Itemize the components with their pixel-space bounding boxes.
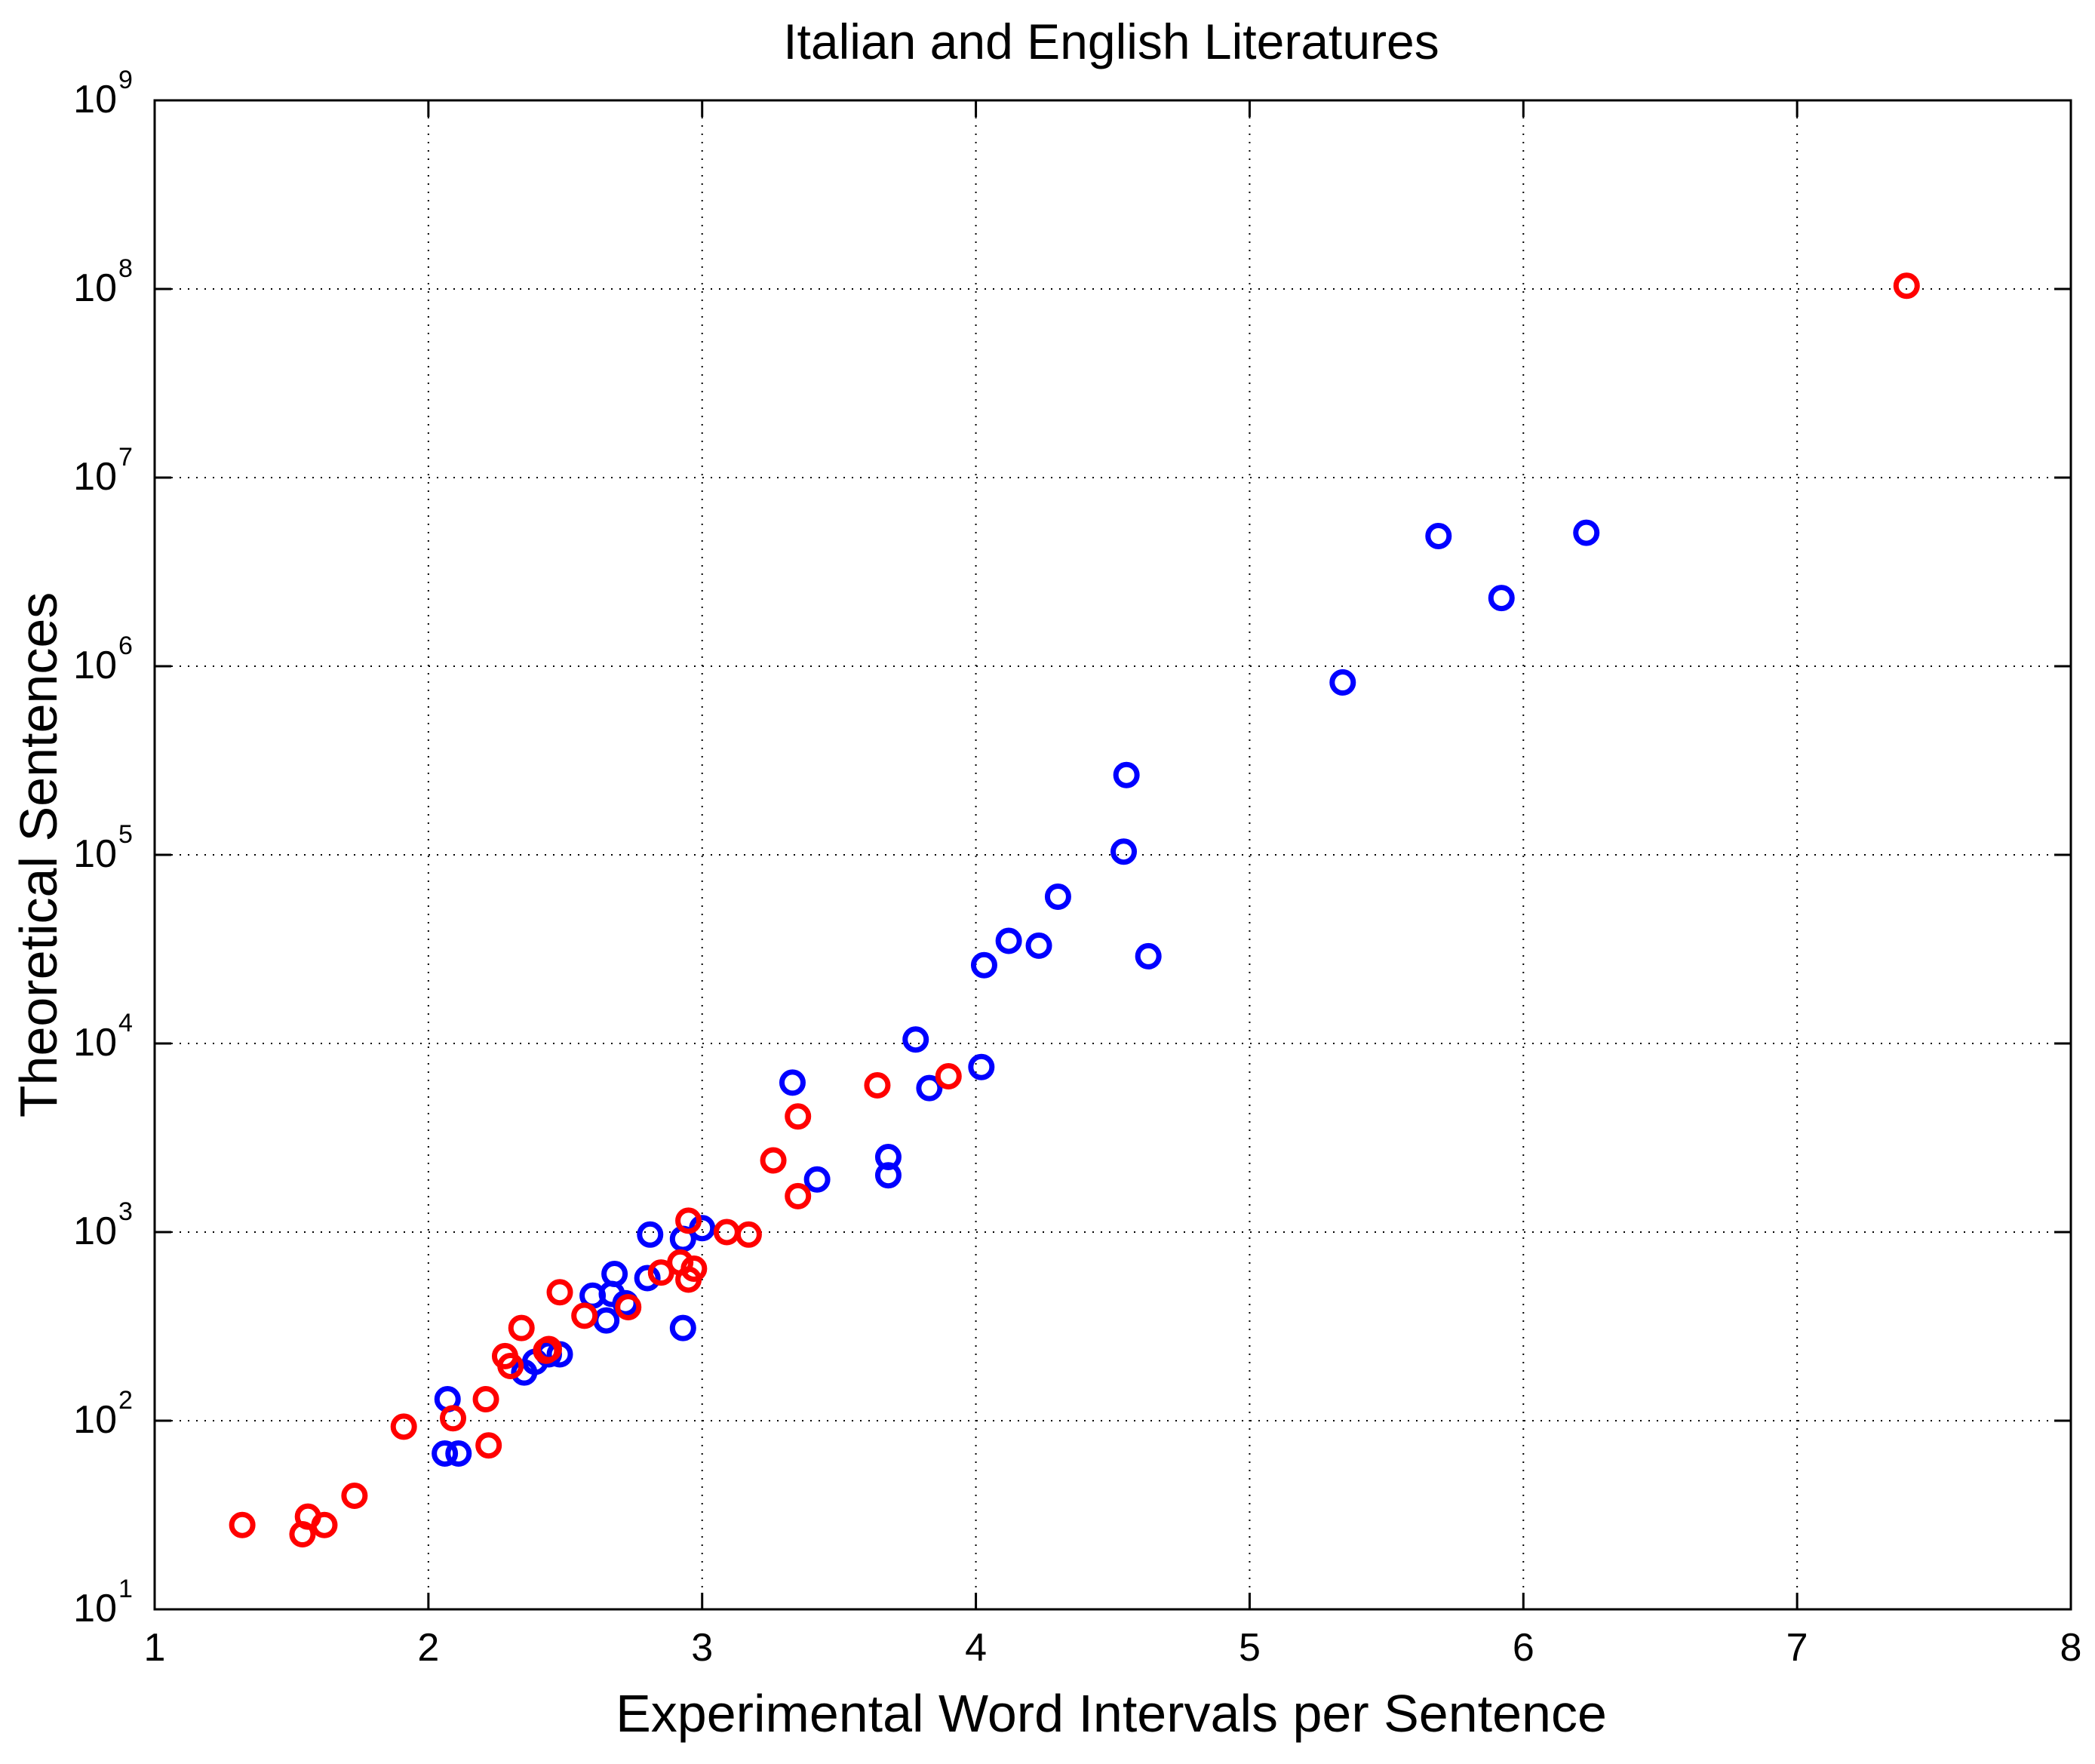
y-tick-label: 10: [73, 266, 117, 310]
y-tick-label: 10: [73, 1398, 117, 1442]
y-tick-label: 10: [73, 1587, 117, 1630]
data-point: [571, 1302, 598, 1329]
y-tick-label: 10: [73, 78, 117, 121]
data-point: [935, 1062, 962, 1089]
data-point: [1135, 942, 1162, 970]
data-point: [536, 1335, 563, 1363]
data-point: [472, 1386, 499, 1413]
data-point: [634, 1265, 661, 1292]
y-tick-label: 10: [73, 644, 117, 687]
data-point: [874, 1144, 902, 1171]
y-tick-exponent: 6: [118, 632, 133, 660]
y-tick-label: 10: [73, 1021, 117, 1065]
data-point: [785, 1103, 812, 1130]
data-point: [916, 1074, 943, 1102]
data-point: [1573, 519, 1600, 546]
x-tick-label: 2: [417, 1626, 439, 1670]
data-point: [680, 1255, 708, 1282]
data-point: [647, 1259, 674, 1286]
y-tick-exponent: 9: [118, 66, 133, 94]
data-point: [445, 1440, 472, 1467]
data-point: [785, 1182, 812, 1209]
y-tick-label: 10: [73, 455, 117, 499]
data-point: [970, 951, 997, 979]
data-point: [1893, 272, 1920, 300]
x-tick-label: 7: [1786, 1626, 1808, 1670]
data-point: [779, 1069, 806, 1096]
y-tick-label: 10: [73, 1209, 117, 1253]
data-point: [1425, 522, 1452, 549]
data-point: [760, 1147, 787, 1174]
x-tick-label: 5: [1239, 1626, 1261, 1670]
data-point: [874, 1162, 902, 1189]
y-tick-exponent: 8: [118, 254, 133, 283]
data-point: [508, 1314, 535, 1341]
data-point: [475, 1432, 502, 1459]
y-tick-exponent: 7: [118, 443, 133, 472]
data-point: [803, 1166, 831, 1193]
data-point: [735, 1221, 762, 1248]
x-axis-label: Experimental Word Intervals per Sentence: [616, 1684, 1607, 1743]
data-point: [1110, 838, 1138, 865]
y-tick-label: 10: [73, 832, 117, 876]
data-point: [546, 1279, 573, 1306]
x-tick-label: 4: [965, 1626, 987, 1670]
data-point: [902, 1026, 929, 1053]
data-point: [432, 1440, 459, 1467]
data-point: [311, 1511, 338, 1538]
y-tick-exponent: 4: [118, 1009, 133, 1037]
data-point: [864, 1071, 891, 1099]
data-point: [1044, 883, 1071, 910]
y-axis-label: Theoretical Sentences: [9, 592, 68, 1118]
x-tick-label: 6: [1513, 1626, 1534, 1670]
x-tick-label: 3: [691, 1626, 713, 1670]
y-tick-exponent: 5: [118, 820, 133, 849]
data-point: [341, 1482, 368, 1509]
data-point: [615, 1293, 642, 1320]
data-point: [229, 1511, 256, 1538]
data-point: [440, 1405, 467, 1432]
data-point: [637, 1221, 664, 1248]
data-points: [229, 272, 1920, 1548]
data-point: [968, 1053, 995, 1080]
data-point: [601, 1260, 628, 1287]
x-tick-label: 8: [2060, 1626, 2082, 1670]
x-tick-label: 1: [144, 1626, 166, 1670]
y-tick-exponent: 2: [118, 1386, 133, 1415]
data-point: [1113, 761, 1140, 788]
data-point: [1329, 669, 1356, 696]
data-point: [497, 1352, 524, 1379]
data-point: [1025, 932, 1052, 959]
data-point: [390, 1413, 417, 1440]
y-tick-exponent: 1: [118, 1575, 133, 1603]
data-point: [669, 1314, 696, 1341]
chart-title: Italian and English Literatures: [783, 14, 1439, 69]
data-point: [675, 1207, 702, 1234]
data-point: [1488, 585, 1515, 612]
data-point: [995, 927, 1022, 954]
y-tick-exponent: 3: [118, 1197, 133, 1226]
